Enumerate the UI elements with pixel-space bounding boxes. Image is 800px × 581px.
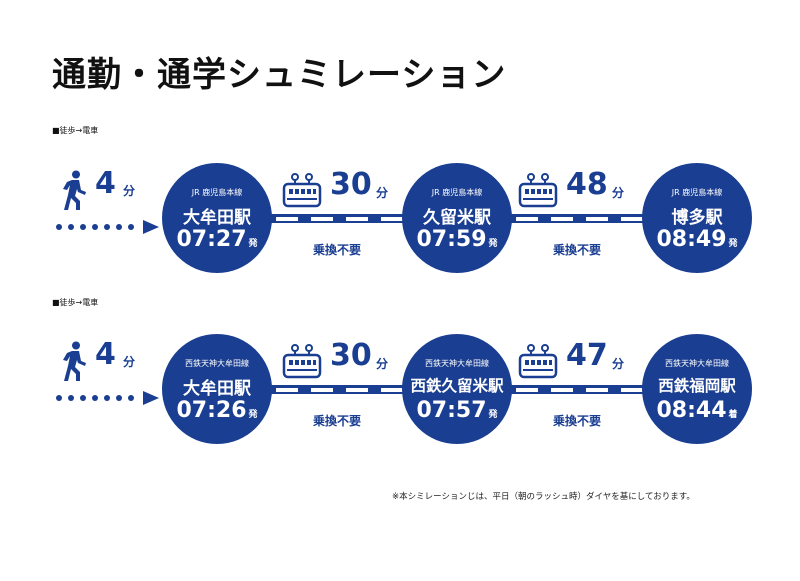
station-name: 西鉄福岡駅 [658,377,736,395]
station-line: JR 鹿児島本線 [431,188,483,197]
section-label: ■徒歩→電車 [52,126,99,135]
station-time: 07:27 発 [176,227,258,252]
station-name: 西鉄久留米駅 [410,377,504,395]
train-icon [518,344,558,379]
station-name: 大牟田駅 [183,379,251,399]
track-line [270,385,404,394]
station-line: 西鉄天神大牟田線 [425,359,489,368]
station-time: 08:49 発 [656,227,738,252]
station-line: 西鉄天神大牟田線 [185,359,249,368]
train-icon [282,344,322,379]
train-icon [518,173,558,208]
station-kurume: JR 鹿児島本線 久留米駅 07:59 発 [402,163,512,273]
walk-minutes: 4 [95,166,116,201]
leg-unit: 分 [612,186,625,200]
station-omuta: 西鉄天神大牟田線 大牟田駅 07:26 発 [162,334,272,444]
leg-minutes: 47 [566,338,608,373]
route-nishitetsu: 4 分 30 分 乗換不要 [0,334,800,464]
station-time: 07:57 発 [416,398,498,423]
leg-unit: 分 [376,357,389,371]
no-transfer-note: 乗換不要 [552,414,601,428]
footnote: ※本シミレーションじは、平日（朝のラッシュ時）ダイヤを基にしております。 [392,492,695,502]
station-name: 博多駅 [671,208,723,228]
no-transfer-note: 乗換不要 [312,243,361,257]
station-line: JR 鹿児島本線 [671,188,723,197]
walk-segment: 4 分 [55,166,165,238]
dotted-arrow-icon [56,220,159,234]
track-line [510,385,644,394]
station-nishitetsu-kurume: 西鉄天神大牟田線 西鉄久留米駅 07:57 発 [402,334,512,444]
track-line [270,214,404,223]
train-icon [282,173,322,208]
page-title: 通勤・通学シュミレーション [52,55,507,95]
walking-person-icon [63,170,86,210]
walk-unit: 分 [123,184,136,198]
station-time: 07:26 発 [176,398,258,423]
walking-person-icon [63,341,86,381]
no-transfer-note: 乗換不要 [552,243,601,257]
station-time: 07:59 発 [416,227,498,252]
station-hakata: JR 鹿児島本線 博多駅 08:49 発 [642,163,752,273]
station-name: 大牟田駅 [183,208,251,228]
leg-minutes: 30 [330,338,372,373]
leg-unit: 分 [376,186,389,200]
station-omuta: JR 鹿児島本線 大牟田駅 07:27 発 [162,163,272,273]
station-line: 西鉄天神大牟田線 [665,359,729,368]
leg-unit: 分 [612,357,625,371]
track-line [510,214,644,223]
walk-unit: 分 [123,355,136,369]
walk-segment: 4 分 [55,337,165,409]
leg-minutes: 30 [330,167,372,202]
station-name: 久留米駅 [423,208,491,228]
no-transfer-note: 乗換不要 [312,414,361,428]
route-jr: 4 分 30 分 乗換不要 [0,163,800,293]
station-time: 08:44 着 [656,398,738,423]
station-line: JR 鹿児島本線 [191,188,243,197]
section-label: ■徒歩→電車 [52,298,99,307]
walk-minutes: 4 [95,337,116,372]
dotted-arrow-icon [56,391,159,405]
leg-minutes: 48 [566,167,608,202]
station-nishitetsu-fukuoka: 西鉄天神大牟田線 西鉄福岡駅 08:44 着 [642,334,752,444]
